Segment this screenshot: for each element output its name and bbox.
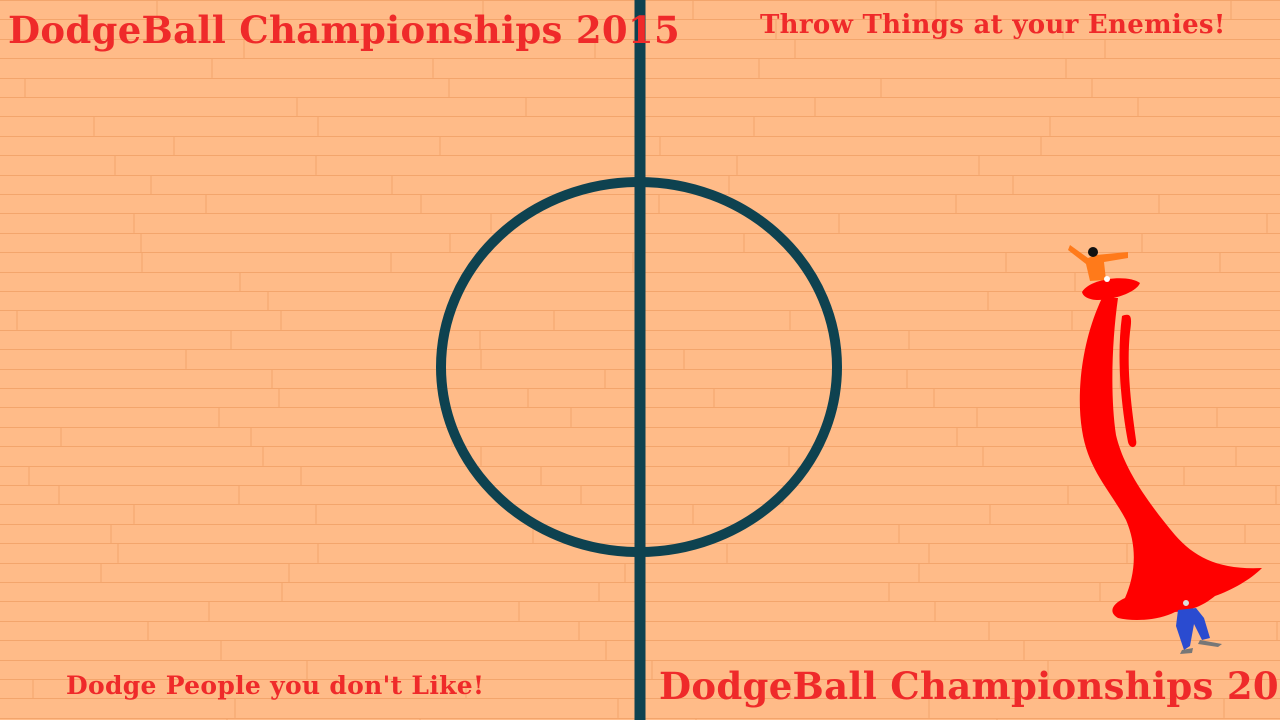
player-throwing bbox=[1068, 245, 1128, 282]
game-title-top: DodgeBall Championships 2015 bbox=[8, 8, 681, 52]
center-circle bbox=[436, 177, 842, 557]
game-title-bottom: DodgeBall Championships 2015 bbox=[659, 664, 1280, 708]
tagline-dodge: Dodge People you don't Like! bbox=[66, 671, 485, 700]
player-dodging bbox=[1176, 598, 1222, 654]
red-splash-trail bbox=[1079, 278, 1262, 620]
tagline-throw: Throw Things at your Enemies! bbox=[760, 10, 1226, 40]
